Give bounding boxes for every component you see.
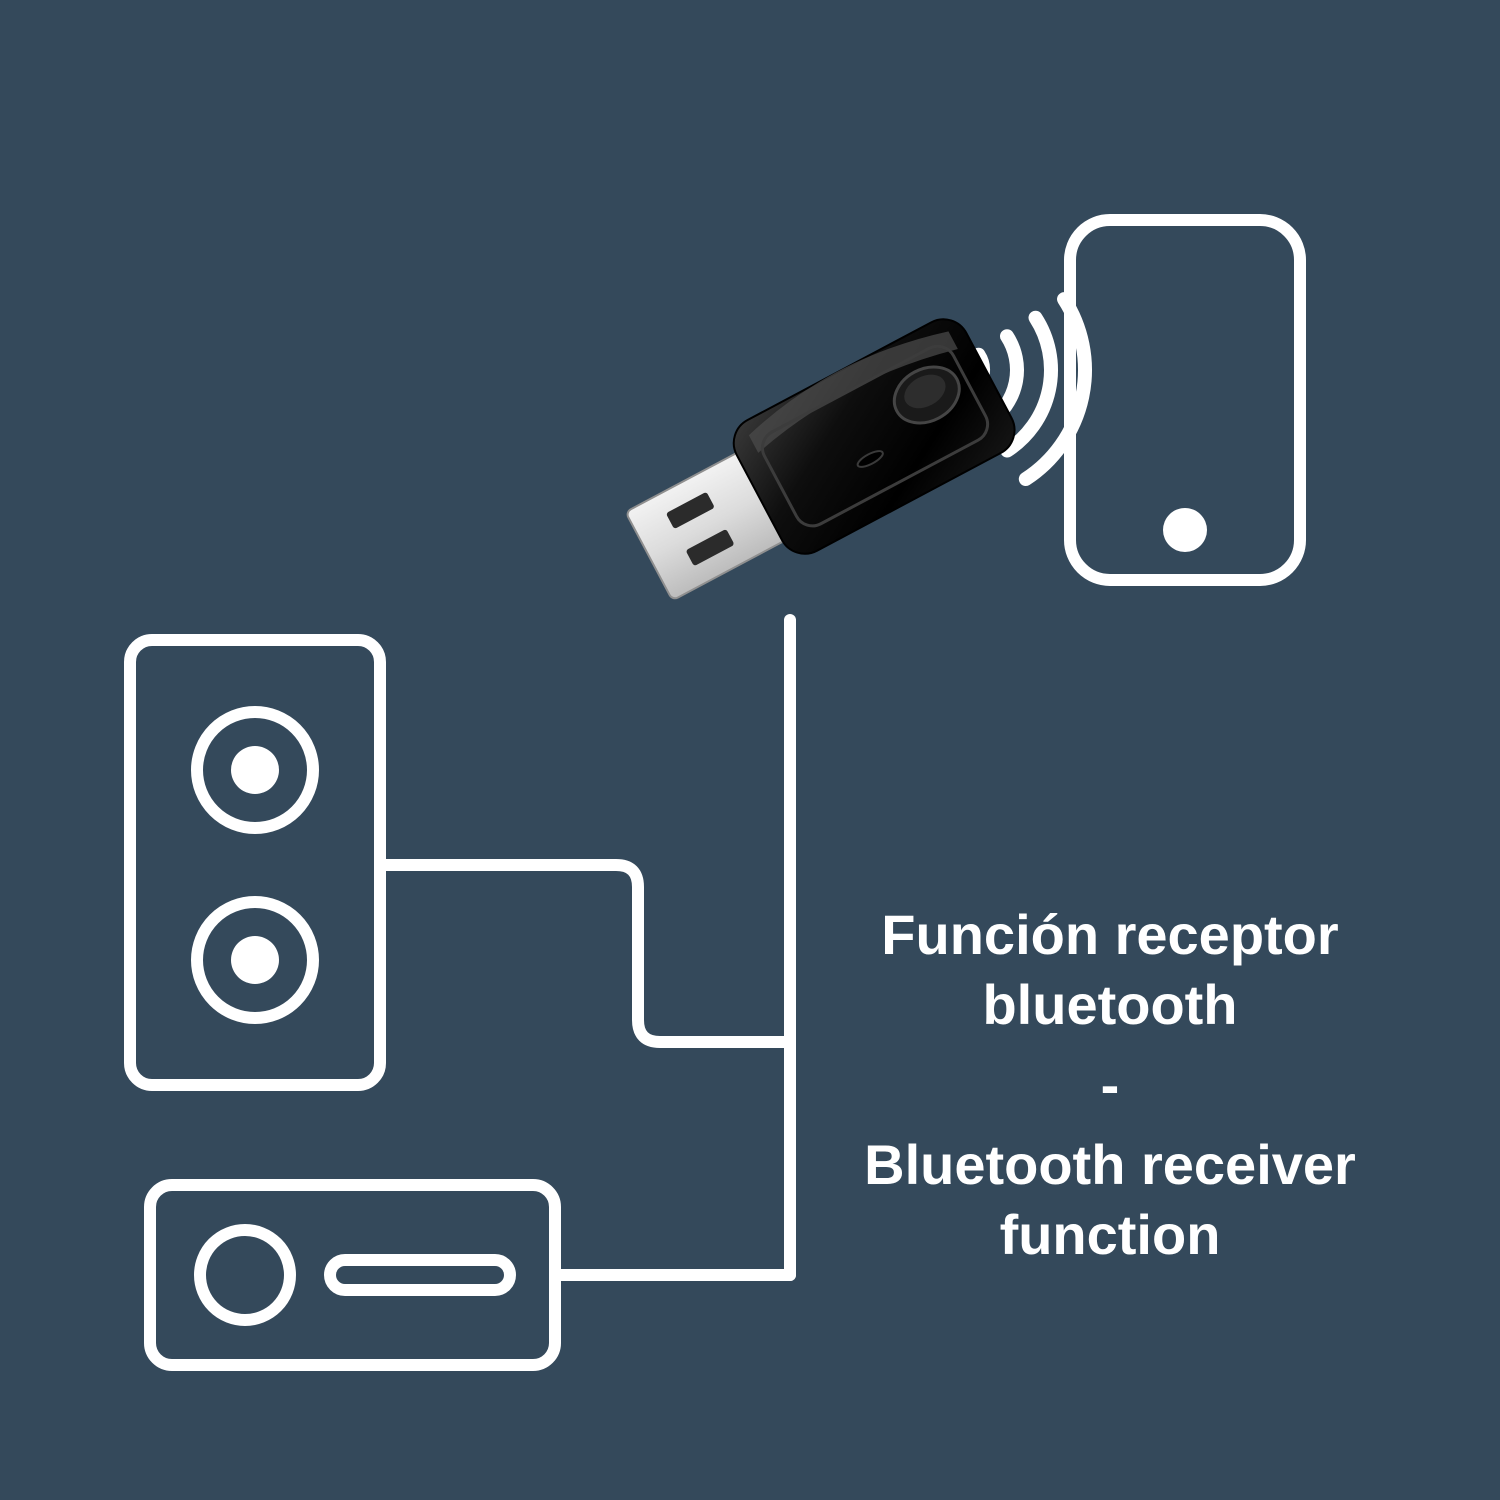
caption-block: Función receptor bluetooth - Bluetooth r… [830,900,1390,1270]
caption-line-1: Función receptor [830,900,1390,970]
caption-separator: - [830,1050,1390,1120]
caption-line-3: Bluetooth receiver [830,1130,1390,1200]
caption-line-2: bluetooth [830,970,1390,1040]
caption-line-4: function [830,1200,1390,1270]
diagram-svg [0,0,1500,1500]
diagram-canvas: Función receptor bluetooth - Bluetooth r… [0,0,1500,1500]
